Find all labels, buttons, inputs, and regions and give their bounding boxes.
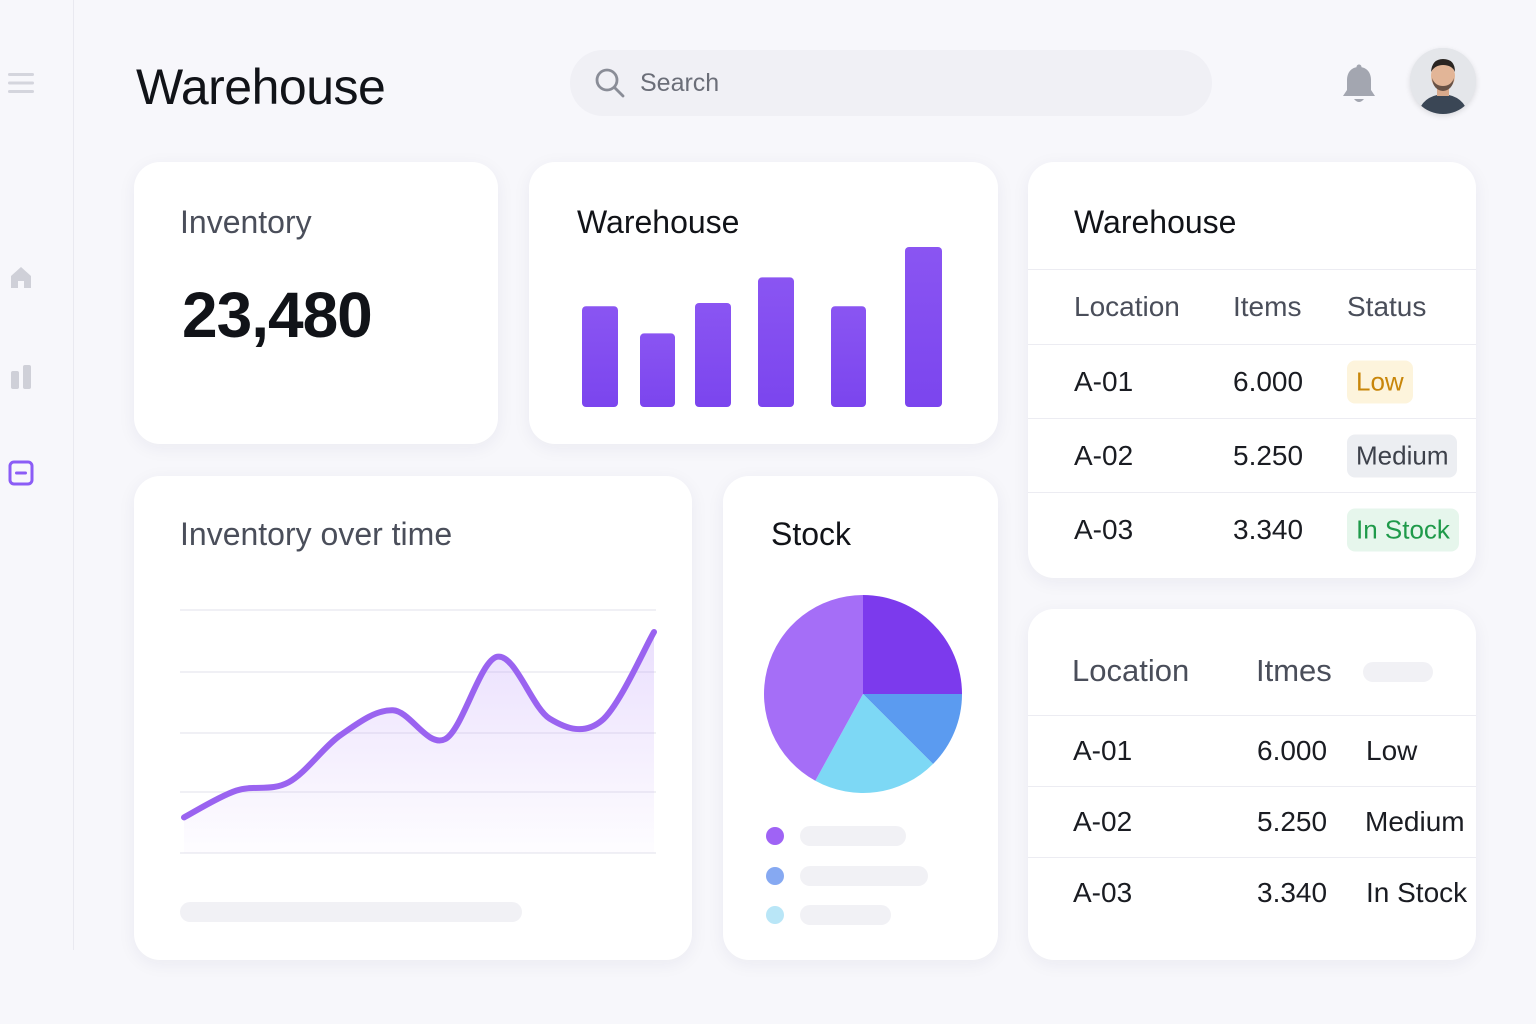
table-row[interactable]: A-01 6.000 Low bbox=[1028, 344, 1476, 418]
row-location: A-01 bbox=[1074, 365, 1134, 397]
bar[interactable] bbox=[582, 306, 618, 407]
inventory-time-card: Inventory over time bbox=[134, 476, 692, 960]
status-badge: Low bbox=[1347, 360, 1413, 403]
column-header-location[interactable]: Location bbox=[1072, 653, 1190, 688]
search-icon bbox=[595, 68, 625, 98]
warehouse-chart-card: Warehouse bbox=[529, 162, 998, 444]
location-table-card: Location Itmes A-01 6.000 Low A-02 5.250… bbox=[1028, 609, 1476, 960]
area-fill bbox=[184, 632, 654, 853]
pie-slice[interactable] bbox=[863, 694, 962, 765]
row-status: In Stock bbox=[1366, 877, 1468, 908]
row-location: A-02 bbox=[1074, 439, 1134, 471]
row-status: Low bbox=[1366, 735, 1418, 766]
bar-chart-icon[interactable] bbox=[8, 363, 34, 389]
search-input[interactable] bbox=[640, 68, 1160, 98]
bar[interactable] bbox=[758, 277, 794, 407]
table-row[interactable]: A-02 5.250 Medium bbox=[1028, 786, 1476, 857]
legend-dot bbox=[766, 906, 784, 924]
row-location: A-01 bbox=[1073, 735, 1133, 766]
stock-card: Stock bbox=[723, 476, 998, 960]
row-items: 5.250 bbox=[1257, 806, 1328, 837]
column-header-items[interactable]: Items bbox=[1233, 291, 1302, 322]
bar[interactable] bbox=[640, 333, 675, 407]
legend-label-placeholder bbox=[800, 826, 906, 846]
inventory-box-icon[interactable] bbox=[8, 460, 34, 486]
table-row[interactable]: A-03 3.340 In Stock bbox=[1028, 857, 1476, 928]
search-bar[interactable] bbox=[570, 50, 1212, 116]
warehouse-chart-title: Warehouse bbox=[577, 204, 740, 240]
pie-slice[interactable] bbox=[863, 595, 962, 694]
row-location: A-03 bbox=[1074, 513, 1134, 545]
stock-pie-chart bbox=[764, 595, 962, 793]
row-items: 6.000 bbox=[1257, 735, 1328, 766]
status-badge: In Stock bbox=[1347, 508, 1459, 551]
bar[interactable] bbox=[695, 303, 731, 407]
column-header-location[interactable]: Location bbox=[1074, 291, 1180, 322]
row-location: A-02 bbox=[1073, 806, 1133, 837]
inventory-line-chart bbox=[180, 609, 657, 854]
inventory-title: Inventory bbox=[180, 204, 312, 240]
warehouse-table-card: Warehouse Location Items Status A-01 6.0… bbox=[1028, 162, 1476, 578]
pie-slice[interactable] bbox=[764, 595, 863, 781]
row-items: 3.340 bbox=[1257, 877, 1328, 908]
inventory-card: Inventory 23,480 bbox=[134, 162, 498, 444]
home-icon[interactable] bbox=[8, 264, 34, 290]
inventory-time-title: Inventory over time bbox=[180, 516, 453, 552]
legend-dot bbox=[766, 827, 784, 845]
row-status: Medium bbox=[1365, 806, 1465, 837]
row-items: 6.000 bbox=[1233, 365, 1304, 397]
bar[interactable] bbox=[905, 247, 942, 407]
warehouse-table-title: Warehouse bbox=[1074, 204, 1237, 240]
row-location: A-03 bbox=[1073, 877, 1133, 908]
menu-icon[interactable] bbox=[8, 70, 34, 96]
bell-icon[interactable] bbox=[1340, 64, 1378, 106]
avatar[interactable] bbox=[1410, 48, 1476, 114]
series-line[interactable] bbox=[181, 629, 657, 821]
status-badge: Medium bbox=[1347, 434, 1458, 477]
page-title: Warehouse bbox=[136, 59, 386, 115]
legend-label-placeholder bbox=[800, 905, 891, 925]
column-header-status[interactable]: Status bbox=[1347, 291, 1427, 322]
table-row[interactable]: A-03 3.340 In Stock bbox=[1028, 492, 1476, 566]
column-header-items[interactable]: Itmes bbox=[1256, 653, 1332, 688]
row-items: 3.340 bbox=[1233, 513, 1304, 545]
chart-footer-placeholder bbox=[180, 902, 522, 922]
legend-dot bbox=[766, 867, 784, 885]
row-items: 5.250 bbox=[1233, 439, 1304, 471]
table-row[interactable]: A-01 6.000 Low bbox=[1028, 715, 1476, 786]
inventory-value: 23,480 bbox=[182, 279, 373, 351]
sidebar bbox=[0, 0, 74, 950]
column-header-placeholder bbox=[1363, 662, 1433, 682]
legend-label-placeholder bbox=[800, 866, 928, 886]
table-header-row: Location Items Status bbox=[1028, 269, 1476, 344]
stock-title: Stock bbox=[771, 516, 852, 552]
bar[interactable] bbox=[831, 306, 866, 407]
table-row[interactable]: A-02 5.250 Medium bbox=[1028, 418, 1476, 492]
pie-slice[interactable] bbox=[815, 694, 934, 793]
warehouse-bar-chart bbox=[582, 247, 942, 407]
